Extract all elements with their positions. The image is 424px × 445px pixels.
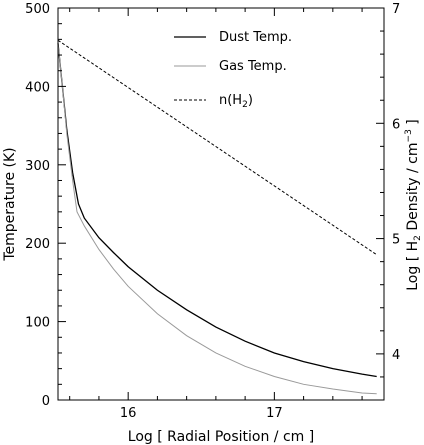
left-y-tick-label: 300 <box>25 159 50 174</box>
legend-label-dust-temp: Dust Temp. <box>219 30 292 45</box>
plot-frame <box>57 7 385 401</box>
right-y-axis-label: Log [ H2 Density / cm−3 ] <box>404 119 423 290</box>
series-line-n-h2 <box>57 39 377 256</box>
left-y-tick-label: 100 <box>25 316 50 331</box>
right-y-axis-ticks: 4 5 6 7 <box>376 2 400 401</box>
right-y-tick-label: 5 <box>392 233 400 248</box>
left-y-tick-label: 0 <box>42 394 50 409</box>
left-y-tick-label: 200 <box>25 237 50 252</box>
left-y-tick-label: 400 <box>25 80 50 95</box>
series-line-gas-temp <box>57 43 377 395</box>
left-y-axis-label: Temperature (K) <box>2 147 18 261</box>
x-tick-label: 16 <box>120 406 137 421</box>
left-y-axis-ticks: 0 100 200 300 400 500 <box>25 2 66 409</box>
chart-marks <box>57 39 377 395</box>
right-y-tick-label: 4 <box>392 348 400 363</box>
right-y-tick-label: 6 <box>392 117 400 132</box>
x-axis-label: Log [ Radial Position / cm ] <box>128 429 314 445</box>
legend-label-gas-temp: Gas Temp. <box>219 59 287 74</box>
legend-label-n-h2: n(H2) <box>219 93 253 110</box>
series-line-dust-temp <box>57 43 377 378</box>
x-tick-label: 17 <box>266 406 283 421</box>
left-y-tick-label: 500 <box>25 2 50 17</box>
x-axis-ticks: 16 17 <box>69 8 363 421</box>
chart-legend: Dust Temp. Gas Temp. n(H2) <box>174 30 292 110</box>
right-y-tick-label: 7 <box>392 2 400 17</box>
